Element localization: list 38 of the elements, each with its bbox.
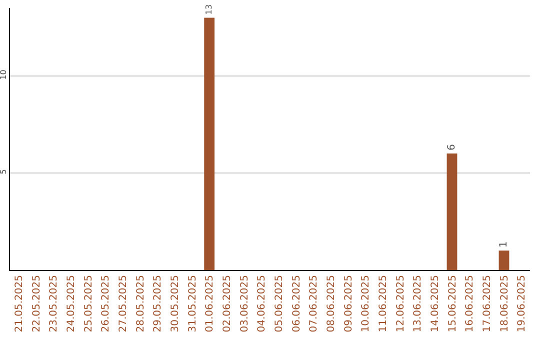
x-tick-label: 29.05.2025 (152, 275, 164, 332)
x-tick-label: 13.06.2025 (412, 275, 424, 332)
bar (498, 250, 510, 270)
x-tick-label: 25.05.2025 (83, 275, 94, 332)
y-tick-label: 5 (0, 169, 8, 174)
x-tick-label: 27.05.2025 (118, 275, 129, 332)
x-tick-label: 09.06.2025 (343, 275, 354, 332)
x-tick-label: 23.05.2025 (48, 275, 60, 332)
x-tick-label: 03.06.2025 (239, 275, 250, 332)
data-label: 6 (446, 144, 458, 151)
x-tick-label: 28.05.2025 (135, 275, 146, 332)
x-tick-label: 01.06.2025 (204, 275, 216, 332)
x-tick-label: 06.06.2025 (291, 275, 302, 332)
x-tick-label: 04.06.2025 (256, 275, 268, 332)
x-tick-label: 14.06.2025 (430, 275, 441, 332)
bar (204, 18, 215, 270)
data-label: 1 (498, 241, 510, 248)
x-tick-label: 02.06.2025 (222, 275, 233, 332)
x-tick-label: 11.06.2025 (378, 275, 389, 332)
x-tick-label: 18.06.2025 (499, 275, 510, 332)
y-tick-label: 10 (0, 70, 8, 80)
x-tick-label: 17.06.2025 (482, 275, 493, 332)
x-tick-label: 31.05.2025 (187, 275, 198, 332)
x-tick-label: 15.06.2025 (447, 275, 458, 332)
x-tick-label: 05.06.2025 (274, 275, 285, 332)
x-tick-label: 30.05.2025 (170, 275, 181, 332)
x-tick-label: 10.06.2025 (360, 275, 372, 332)
x-tick-label: 08.06.2025 (326, 275, 337, 332)
data-label: 13 (203, 4, 214, 15)
x-tick-label: 24.05.2025 (66, 275, 77, 332)
x-tick-label: 19.06.2025 (516, 275, 528, 332)
x-tick-label: 12.06.2025 (395, 275, 406, 332)
x-tick-label: 16.06.2025 (464, 275, 476, 332)
bar (446, 154, 458, 270)
x-tick-label: 21.05.2025 (14, 275, 25, 332)
x-tick-label: 26.05.2025 (100, 275, 112, 332)
x-tick-label: 07.06.2025 (308, 275, 320, 332)
x-tick-label: 22.05.2025 (31, 275, 42, 332)
